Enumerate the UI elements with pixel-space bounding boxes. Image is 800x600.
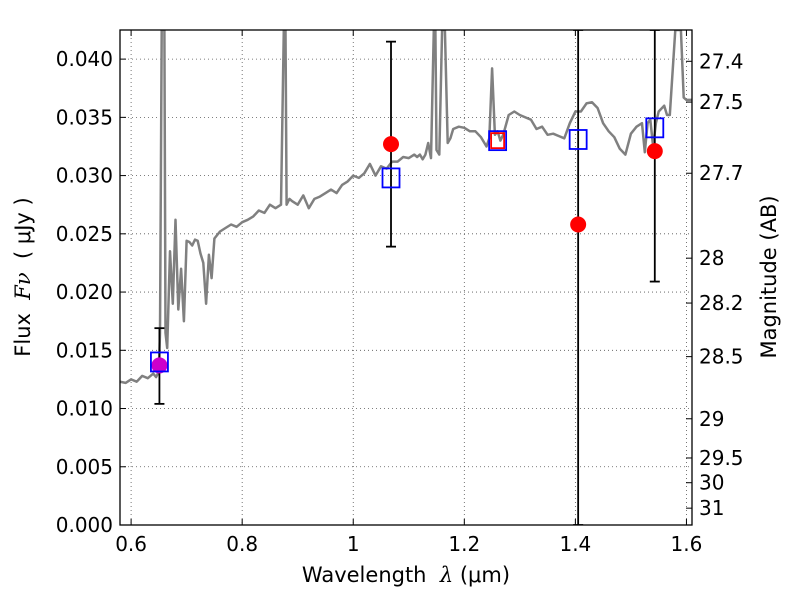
- observed-points: [151, 136, 663, 374]
- plot-area: [120, 30, 692, 525]
- y-right-tick-label: 29: [699, 407, 724, 431]
- observed-point: [383, 136, 400, 153]
- x-axis-label: Wavelength λ (μm): [302, 563, 510, 587]
- x-tick-label: 1: [347, 532, 360, 556]
- y-tick-label: 0.000: [56, 513, 113, 537]
- model-spectrum-line: [120, 30, 692, 385]
- x-tick-label: 1.6: [671, 532, 703, 556]
- y-tick-label: 0.030: [56, 164, 113, 188]
- y-right-tick-label: 28.2: [699, 291, 744, 315]
- x-tick-label: 1.4: [559, 532, 591, 556]
- x-tick-label: 0.6: [115, 532, 147, 556]
- y-tick-label: 0.035: [56, 105, 113, 129]
- y-right-tick-label: 27.5: [699, 90, 744, 114]
- y-right-tick-label: 27.4: [699, 49, 744, 73]
- observed-point: [570, 216, 587, 233]
- highlight-box: [490, 132, 506, 150]
- y-right-tick-label: 30: [699, 471, 724, 495]
- model-photometry-box: [568, 129, 588, 150]
- model-photometry-box: [381, 167, 401, 189]
- x-tick-label: 1.2: [448, 532, 480, 556]
- y-right-tick-label: 27.7: [699, 161, 744, 185]
- observed-point: [646, 143, 663, 160]
- y-tick-label: 0.040: [56, 47, 113, 71]
- y-right-axis-label: Magnitude (AB): [757, 195, 781, 358]
- observed-point: [151, 357, 168, 374]
- y-tick-label: 0.005: [56, 455, 113, 479]
- y-right-tick-label: 28: [699, 246, 724, 270]
- y-tick-label: 0.025: [56, 222, 113, 246]
- plot-frame: [119, 29, 693, 526]
- y-tick-label: 0.015: [56, 338, 113, 362]
- y-right-tick-label: 28.5: [699, 345, 744, 369]
- model-photometry-boxes: [150, 117, 665, 373]
- y-tick-label: 0.010: [56, 397, 113, 421]
- y-axis-label: Flux Fν ( μJy ): [11, 197, 35, 356]
- y-right-tick-label: 31: [699, 496, 724, 520]
- model-photometry-box: [645, 117, 665, 139]
- x-tick-label: 0.8: [226, 532, 258, 556]
- y-tick-label: 0.020: [56, 280, 113, 304]
- axis-ticks: 0.6 0.8 1 1.2 1.4 1.6 0.000 0.005 0.010 0.015 0.02…: [56, 30, 744, 556]
- model-photometry-box: [150, 351, 169, 373]
- model-photometry-box: [488, 130, 508, 152]
- y-right-tick-label: 29.5: [699, 446, 744, 470]
